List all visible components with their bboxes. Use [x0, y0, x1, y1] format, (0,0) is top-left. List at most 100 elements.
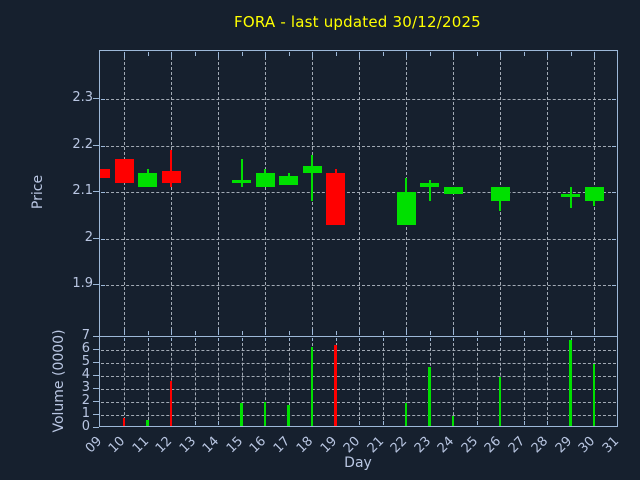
candle-up [302, 166, 322, 174]
candle-up [138, 173, 157, 188]
x-tick [476, 338, 478, 341]
price-gridline [101, 192, 616, 193]
x-tick [500, 329, 501, 335]
x-tick [171, 52, 172, 58]
price-tick-inner [612, 99, 616, 100]
price-tick-inner [101, 285, 105, 286]
x-tick [500, 52, 501, 58]
price-tick-inner [612, 238, 616, 240]
candle-wick-up [311, 154, 313, 202]
x-tick [312, 52, 313, 58]
candle-down [326, 173, 345, 225]
x-tick [265, 338, 266, 341]
price-gridline-vertical [124, 52, 125, 335]
volume-axis-title: Volume (0000) [51, 329, 67, 433]
x-tick [241, 331, 243, 335]
candle-wick-up [240, 159, 243, 188]
volume-bar-up [146, 420, 149, 426]
candle-up [443, 187, 463, 195]
candle-up [396, 192, 416, 225]
candle-up [561, 194, 580, 197]
volume-gridline-vertical [218, 338, 219, 425]
x-tick [335, 338, 337, 341]
volume-bar-up [428, 366, 431, 426]
x-tick [194, 338, 196, 341]
x-tick [241, 52, 243, 56]
volume-panel [99, 336, 618, 427]
x-tick [547, 329, 548, 335]
volume-gridline-vertical [147, 338, 149, 425]
x-tick [218, 421, 219, 425]
x-tick-label: 27 [505, 433, 528, 457]
volume-gridline [101, 376, 616, 377]
price-tick-inner [612, 192, 616, 193]
x-tick [218, 329, 219, 335]
x-tick [382, 331, 384, 335]
volume-gridline-vertical [194, 338, 196, 425]
x-tick [335, 331, 337, 335]
x-tick [265, 52, 266, 58]
price-tick-label: 2.3 [72, 90, 93, 105]
x-tick-label: 22 [387, 433, 411, 457]
x-tick [453, 338, 454, 341]
x-tick [523, 338, 525, 341]
x-tick-label: 23 [411, 433, 434, 457]
x-tick [429, 331, 431, 335]
x-tick [476, 52, 478, 56]
x-tick-label: 12 [152, 433, 176, 457]
x-tick [359, 52, 360, 58]
volume-tick-label: 6 [81, 341, 90, 356]
volume-tick-label: 5 [81, 354, 90, 369]
x-tick-label: 25 [458, 433, 481, 457]
volume-tick [93, 427, 99, 428]
x-tick [124, 338, 125, 341]
x-tick [500, 338, 501, 341]
x-tick [382, 421, 384, 425]
volume-gridline-vertical [547, 338, 548, 425]
x-tick [547, 421, 548, 425]
volume-bar-up [287, 404, 290, 426]
volume-bar-up [310, 347, 314, 426]
volume-bar-up [451, 416, 455, 426]
x-tick [312, 338, 313, 341]
volume-tick [93, 388, 99, 389]
x-tick [429, 52, 431, 56]
x-tick [124, 329, 125, 335]
price-tick-label: 2.1 [72, 183, 93, 198]
volume-tick [93, 362, 99, 363]
price-tick [93, 284, 99, 285]
volume-tick-label: 3 [81, 380, 90, 395]
candle-up [584, 187, 604, 202]
price-tick-inner [612, 285, 616, 286]
x-tick-label: 28 [528, 433, 552, 457]
price-tick [93, 237, 99, 239]
x-tick [288, 331, 290, 335]
volume-gridline [101, 402, 616, 403]
volume-bar-up [569, 339, 572, 426]
volume-gridline-vertical [288, 338, 290, 425]
x-tick-label: 18 [293, 433, 317, 457]
candle-wick-down [170, 150, 172, 188]
x-tick [265, 329, 266, 335]
x-tick [594, 52, 595, 58]
volume-bar-down [334, 344, 337, 426]
x-tick [147, 338, 149, 341]
x-tick [218, 338, 219, 341]
volume-tick-label: 7 [81, 328, 90, 343]
x-tick-label: 19 [317, 433, 340, 457]
candle-up [279, 175, 298, 186]
x-tick-label: 10 [105, 433, 129, 457]
x-tick [476, 421, 478, 425]
volume-gridline-vertical [265, 338, 266, 425]
price-panel [99, 50, 618, 337]
price-gridline-vertical [265, 52, 266, 335]
day-axis-title: Day [344, 455, 372, 471]
volume-tick-label: 4 [81, 367, 90, 382]
x-tick [570, 331, 572, 335]
price-gridline [101, 99, 616, 100]
volume-bar-up [498, 377, 502, 426]
candle-wick-up [428, 180, 431, 202]
price-tick-label: 2 [84, 229, 93, 245]
volume-tick-label: 1 [81, 406, 90, 421]
x-tick [194, 331, 196, 335]
